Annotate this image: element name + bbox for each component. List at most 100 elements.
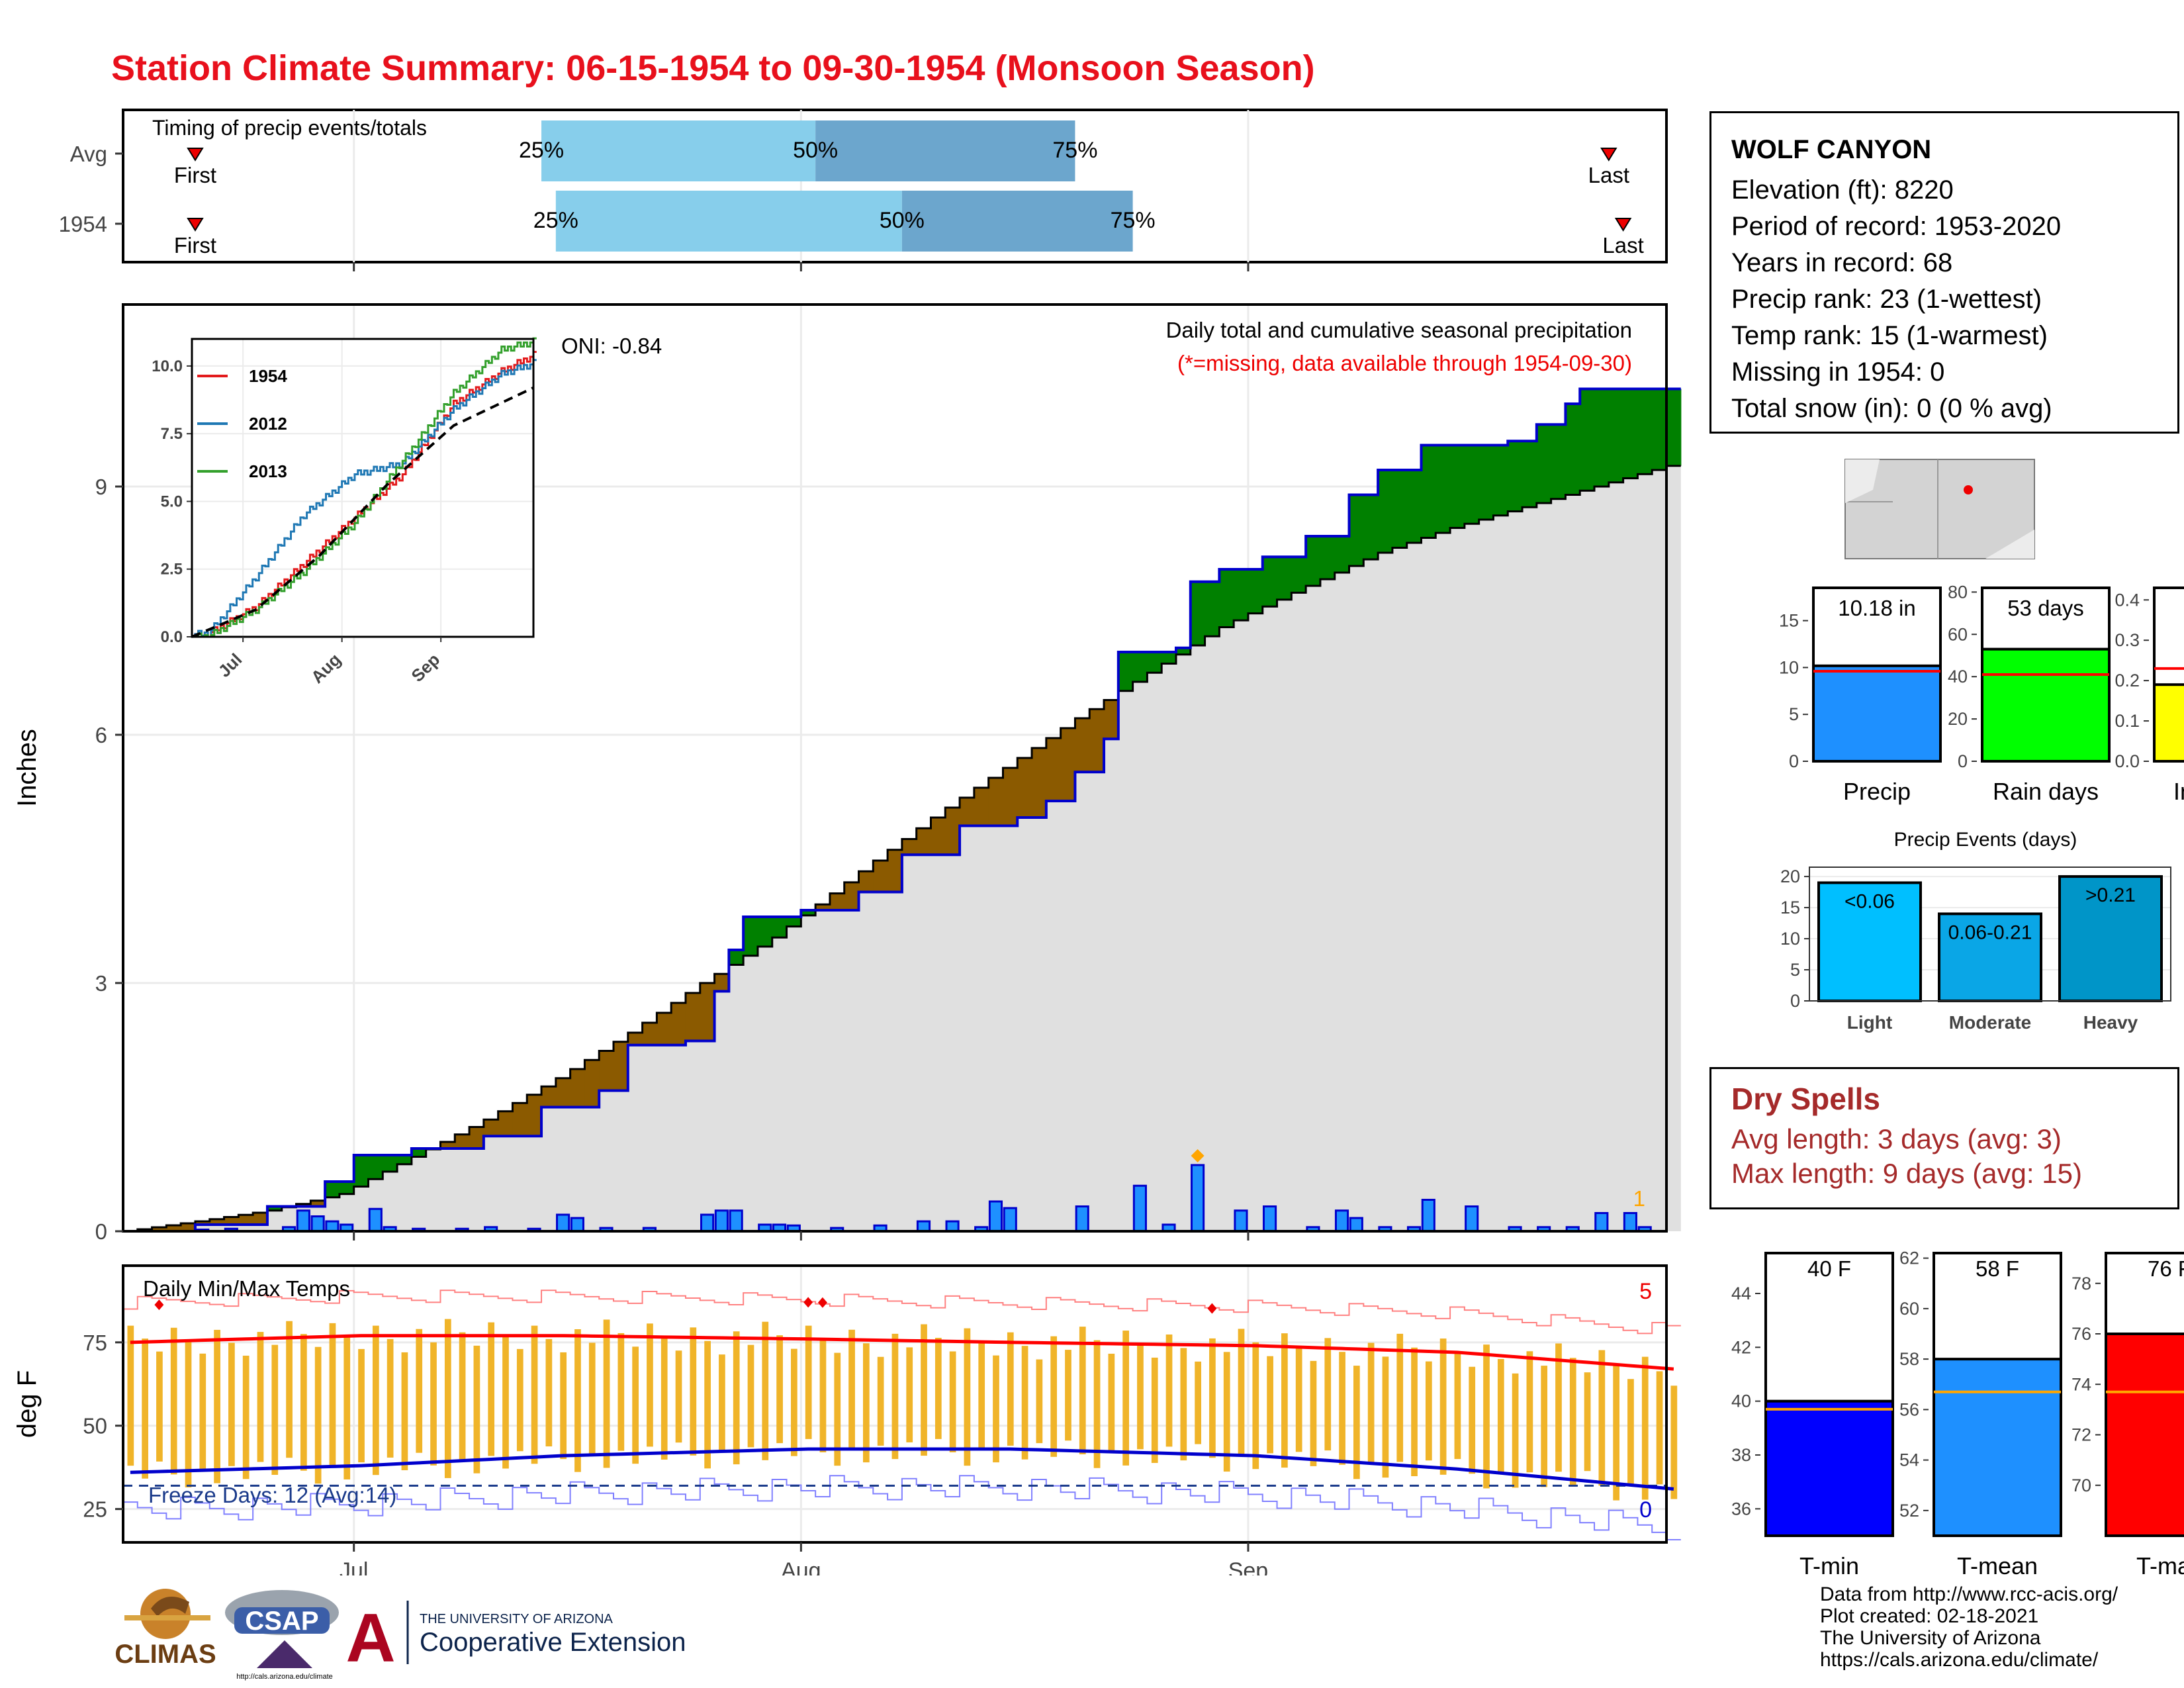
daily-temp-bar: [949, 1351, 956, 1453]
daily-temp-bar: [848, 1329, 855, 1449]
above-average-fill: [1435, 445, 1451, 533]
dry-spells-title: Dry Spells: [1731, 1082, 1880, 1116]
timing-first-marker: [187, 218, 204, 232]
daily-temp-bar: [257, 1332, 264, 1462]
summary-precip-value-bar: [1812, 664, 1942, 763]
daily-precip-bar: [1191, 1164, 1205, 1233]
above-average-fill: [1450, 445, 1465, 528]
temp-summary-t-mean-ytick-label: 56: [1899, 1399, 1919, 1419]
above-average-fill: [772, 917, 788, 938]
daily-temp-bar: [1050, 1336, 1058, 1457]
daily-temp-bar: [242, 1355, 250, 1479]
dry-spells-box: Dry Spells Avg length: 3 days (avg: 3) M…: [1709, 1067, 2179, 1209]
temp-summary-t-mean-label: 58 F: [1976, 1256, 2019, 1281]
below-average-fill: [988, 778, 1004, 826]
temp-ytick-label: 25: [83, 1497, 107, 1522]
daily-precip-bar: [1623, 1212, 1637, 1233]
daily-temp-bar: [1469, 1366, 1476, 1474]
below-average-fill: [527, 1094, 542, 1137]
record-high-marker: [803, 1297, 813, 1308]
precip-events-ytick-label: 5: [1790, 960, 1800, 980]
below-average-fill: [916, 828, 932, 855]
daily-temp-bar: [660, 1336, 668, 1460]
below-average-fill: [700, 983, 715, 1041]
above-average-fill: [325, 1182, 340, 1197]
dry-spells-max: Max length: 9 days (avg: 15): [1731, 1158, 2082, 1189]
precip-events-light-name: Light: [1847, 1012, 1892, 1033]
timing-last-label: Last: [1588, 163, 1629, 187]
daily-temp-bar: [1036, 1359, 1043, 1444]
timing-first-label: First: [174, 233, 216, 258]
logos-row: CLIMAS CSAP http://cals.arizona.edu/clim…: [114, 1589, 686, 1681]
above-average-fill: [1248, 569, 1263, 614]
station-name: WOLF CANYON: [1731, 135, 1932, 164]
station-elevation: Elevation (ft): 8220: [1731, 175, 1954, 205]
daily-temp-bar: [1396, 1333, 1404, 1462]
daily-temp-bar: [603, 1319, 610, 1468]
precip-panel-frame: [122, 303, 1668, 1233]
precip-events-heavy-name: Heavy: [2083, 1012, 2138, 1033]
below-average-fill: [541, 1086, 557, 1107]
daily-precip-bar: [1594, 1212, 1609, 1233]
timing-bar-q25-q50: [541, 120, 816, 181]
daily-temp-bar: [1367, 1342, 1375, 1464]
daily-temp-bar: [372, 1325, 379, 1476]
observed-cumulative-line: [123, 387, 1681, 1233]
daily-precip-bar: [1349, 1217, 1363, 1233]
daily-temp-bar: [1555, 1343, 1562, 1472]
daily-temp-bar: [502, 1335, 509, 1469]
daily-temp-bar: [1353, 1366, 1360, 1479]
temp-summary-t-mean-name: T-mean: [1957, 1552, 2038, 1579]
daily-temp-bar: [877, 1356, 884, 1446]
temp-summary-t-mean-ytick-label: 58: [1899, 1349, 1919, 1369]
credit-data-source: Data from http://www.rcc-acis.org/: [1820, 1583, 2118, 1605]
daily-temp-bar: [834, 1352, 841, 1466]
daily-precip-bar: [325, 1220, 340, 1233]
precip-missing-note: (*=missing, data available through 1954-…: [1177, 351, 1632, 375]
daily-temp-bar: [387, 1338, 394, 1458]
temp-summary-t-min-ytick-label: 36: [1731, 1499, 1751, 1519]
temp-panel-label: Daily Min/Max Temps: [143, 1276, 350, 1301]
tmin-avg-line: [130, 1447, 1674, 1491]
below-average-fill: [657, 1013, 672, 1045]
summary-intensity-ytick-label: 0.0: [2115, 751, 2140, 771]
daily-temp-bar: [1310, 1360, 1317, 1466]
above-average-fill: [1262, 557, 1278, 607]
below-average-fill: [829, 893, 845, 910]
record-high-line: [123, 1289, 1681, 1335]
daily-temp-bar: [1252, 1342, 1259, 1470]
timing-q50-label: 50%: [793, 138, 838, 163]
inset-legend-label: 1954: [249, 366, 287, 386]
above-average-fill: [1349, 494, 1364, 566]
daily-temp-bar: [1195, 1361, 1201, 1444]
daily-temp-bar: [574, 1329, 581, 1472]
missing-count: 1: [1633, 1186, 1645, 1211]
daily-precip-bar: [700, 1213, 715, 1233]
summary-intensity-ytick-label: 0.2: [2115, 671, 2140, 690]
temp-xtick-label: Jul: [340, 1558, 368, 1575]
daily-temp-bar: [1613, 1364, 1620, 1501]
above-average-fill: [1118, 652, 1134, 691]
avg-cumulative-line: [123, 465, 1681, 1233]
inset-avg-line: [191, 386, 534, 638]
below-average-fill: [931, 818, 946, 855]
daily-temp-bar: [185, 1340, 192, 1487]
daily-temp-bar: [805, 1325, 812, 1439]
max-daily-marker: [1191, 1149, 1205, 1162]
above-average-fill: [368, 1155, 383, 1180]
timing-q50-label: 50%: [880, 208, 925, 233]
daily-temp-bar: [1165, 1334, 1173, 1447]
record-high-marker: [1207, 1303, 1217, 1314]
precip-events-heavy-bar: [2058, 875, 2163, 1002]
daily-temp-bar: [1122, 1331, 1130, 1466]
summary-rain-days-ytick-label: 0: [1958, 751, 1968, 771]
above-average-fill: [1464, 445, 1480, 524]
above-average-fill: [383, 1155, 398, 1172]
precip-events-ytick-label: 0: [1790, 991, 1800, 1011]
below-average-fill: [974, 788, 989, 826]
precip-ylabel: Inches: [13, 729, 42, 807]
summary-precip-label: 10.18 in: [1838, 596, 1915, 620]
above-average-fill: [1580, 389, 1595, 491]
summary-precip-name: Precip: [1843, 778, 1911, 805]
